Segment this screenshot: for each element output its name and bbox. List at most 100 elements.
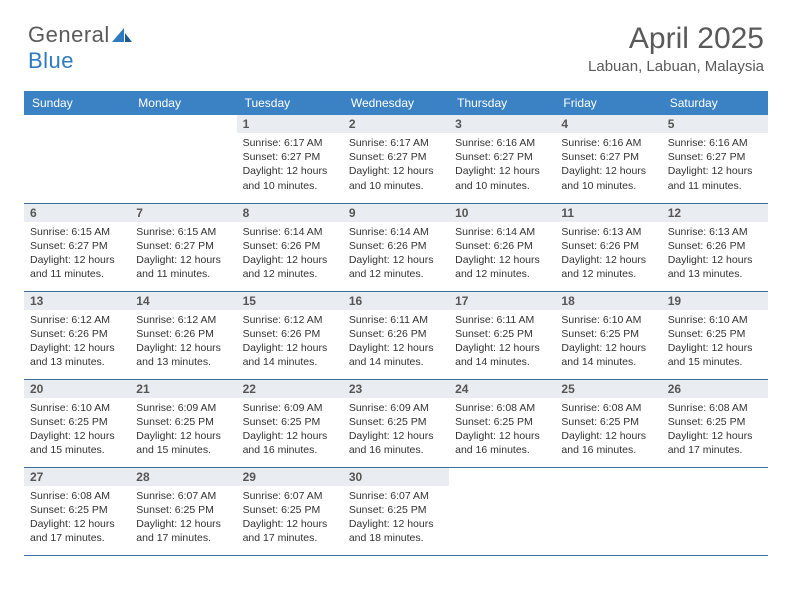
calendar-cell: 10Sunrise: 6:14 AMSunset: 6:26 PMDayligh…: [449, 203, 555, 291]
day-number: 17: [449, 292, 555, 310]
day-header: Friday: [555, 91, 661, 115]
day-number: 15: [237, 292, 343, 310]
day-info: Sunrise: 6:11 AMSunset: 6:26 PMDaylight:…: [343, 310, 449, 374]
sail-icon: [112, 22, 132, 48]
calendar-week-row: 20Sunrise: 6:10 AMSunset: 6:25 PMDayligh…: [24, 379, 768, 467]
day-number: 13: [24, 292, 130, 310]
calendar-cell: 1Sunrise: 6:17 AMSunset: 6:27 PMDaylight…: [237, 115, 343, 203]
day-info: Sunrise: 6:07 AMSunset: 6:25 PMDaylight:…: [130, 486, 236, 550]
day-info: Sunrise: 6:10 AMSunset: 6:25 PMDaylight:…: [24, 398, 130, 462]
day-number: 10: [449, 204, 555, 222]
day-info: Sunrise: 6:08 AMSunset: 6:25 PMDaylight:…: [24, 486, 130, 550]
calendar-cell: 19Sunrise: 6:10 AMSunset: 6:25 PMDayligh…: [662, 291, 768, 379]
calendar-cell: 29Sunrise: 6:07 AMSunset: 6:25 PMDayligh…: [237, 467, 343, 555]
day-header: Sunday: [24, 91, 130, 115]
calendar-cell: 2Sunrise: 6:17 AMSunset: 6:27 PMDaylight…: [343, 115, 449, 203]
calendar-cell-empty: [24, 115, 130, 203]
calendar-cell: 8Sunrise: 6:14 AMSunset: 6:26 PMDaylight…: [237, 203, 343, 291]
day-header: Tuesday: [237, 91, 343, 115]
day-header: Thursday: [449, 91, 555, 115]
day-info: Sunrise: 6:15 AMSunset: 6:27 PMDaylight:…: [130, 222, 236, 286]
brand-logo: General Blue: [28, 22, 132, 74]
day-info: Sunrise: 6:13 AMSunset: 6:26 PMDaylight:…: [555, 222, 661, 286]
calendar-table: SundayMondayTuesdayWednesdayThursdayFrid…: [24, 91, 768, 556]
day-info: Sunrise: 6:12 AMSunset: 6:26 PMDaylight:…: [237, 310, 343, 374]
calendar-cell-empty: [449, 467, 555, 555]
day-number: 23: [343, 380, 449, 398]
day-number: 28: [130, 468, 236, 486]
day-number: 9: [343, 204, 449, 222]
day-info: Sunrise: 6:14 AMSunset: 6:26 PMDaylight:…: [237, 222, 343, 286]
day-info: Sunrise: 6:09 AMSunset: 6:25 PMDaylight:…: [237, 398, 343, 462]
calendar-cell: 28Sunrise: 6:07 AMSunset: 6:25 PMDayligh…: [130, 467, 236, 555]
day-info: Sunrise: 6:14 AMSunset: 6:26 PMDaylight:…: [343, 222, 449, 286]
day-info: Sunrise: 6:08 AMSunset: 6:25 PMDaylight:…: [555, 398, 661, 462]
day-info: Sunrise: 6:08 AMSunset: 6:25 PMDaylight:…: [662, 398, 768, 462]
day-info: Sunrise: 6:17 AMSunset: 6:27 PMDaylight:…: [343, 133, 449, 197]
day-number: 19: [662, 292, 768, 310]
day-info: Sunrise: 6:10 AMSunset: 6:25 PMDaylight:…: [555, 310, 661, 374]
brand-name: General Blue: [28, 22, 132, 74]
day-info: Sunrise: 6:10 AMSunset: 6:25 PMDaylight:…: [662, 310, 768, 374]
day-info: Sunrise: 6:09 AMSunset: 6:25 PMDaylight:…: [343, 398, 449, 462]
day-number: 25: [555, 380, 661, 398]
calendar-body: 1Sunrise: 6:17 AMSunset: 6:27 PMDaylight…: [24, 115, 768, 555]
day-number: 7: [130, 204, 236, 222]
day-number: 21: [130, 380, 236, 398]
day-info: Sunrise: 6:17 AMSunset: 6:27 PMDaylight:…: [237, 133, 343, 197]
brand-name-b: Blue: [28, 48, 74, 73]
calendar-cell: 20Sunrise: 6:10 AMSunset: 6:25 PMDayligh…: [24, 379, 130, 467]
day-number: 24: [449, 380, 555, 398]
calendar-cell: 9Sunrise: 6:14 AMSunset: 6:26 PMDaylight…: [343, 203, 449, 291]
calendar-cell: 13Sunrise: 6:12 AMSunset: 6:26 PMDayligh…: [24, 291, 130, 379]
day-info: Sunrise: 6:12 AMSunset: 6:26 PMDaylight:…: [130, 310, 236, 374]
day-info: Sunrise: 6:12 AMSunset: 6:26 PMDaylight:…: [24, 310, 130, 374]
calendar-cell-empty: [662, 467, 768, 555]
calendar-week-row: 13Sunrise: 6:12 AMSunset: 6:26 PMDayligh…: [24, 291, 768, 379]
day-number: 14: [130, 292, 236, 310]
calendar-header-row: SundayMondayTuesdayWednesdayThursdayFrid…: [24, 91, 768, 115]
calendar-cell: 16Sunrise: 6:11 AMSunset: 6:26 PMDayligh…: [343, 291, 449, 379]
calendar-week-row: 27Sunrise: 6:08 AMSunset: 6:25 PMDayligh…: [24, 467, 768, 555]
day-info: Sunrise: 6:11 AMSunset: 6:25 PMDaylight:…: [449, 310, 555, 374]
day-number: 3: [449, 115, 555, 133]
brand-name-a: General: [28, 22, 110, 47]
day-header: Monday: [130, 91, 236, 115]
day-number: 2: [343, 115, 449, 133]
day-info: Sunrise: 6:16 AMSunset: 6:27 PMDaylight:…: [555, 133, 661, 197]
calendar-cell: 25Sunrise: 6:08 AMSunset: 6:25 PMDayligh…: [555, 379, 661, 467]
calendar-cell: 26Sunrise: 6:08 AMSunset: 6:25 PMDayligh…: [662, 379, 768, 467]
calendar-cell: 17Sunrise: 6:11 AMSunset: 6:25 PMDayligh…: [449, 291, 555, 379]
calendar-cell: 6Sunrise: 6:15 AMSunset: 6:27 PMDaylight…: [24, 203, 130, 291]
calendar-week-row: 6Sunrise: 6:15 AMSunset: 6:27 PMDaylight…: [24, 203, 768, 291]
day-number: 20: [24, 380, 130, 398]
day-number: 29: [237, 468, 343, 486]
day-info: Sunrise: 6:07 AMSunset: 6:25 PMDaylight:…: [237, 486, 343, 550]
day-info: Sunrise: 6:09 AMSunset: 6:25 PMDaylight:…: [130, 398, 236, 462]
day-number: 4: [555, 115, 661, 133]
day-number: 16: [343, 292, 449, 310]
day-info: Sunrise: 6:16 AMSunset: 6:27 PMDaylight:…: [449, 133, 555, 197]
day-number: 30: [343, 468, 449, 486]
calendar-week-row: 1Sunrise: 6:17 AMSunset: 6:27 PMDaylight…: [24, 115, 768, 203]
day-info: Sunrise: 6:07 AMSunset: 6:25 PMDaylight:…: [343, 486, 449, 550]
calendar-cell: 24Sunrise: 6:08 AMSunset: 6:25 PMDayligh…: [449, 379, 555, 467]
day-number: 18: [555, 292, 661, 310]
calendar-cell: 4Sunrise: 6:16 AMSunset: 6:27 PMDaylight…: [555, 115, 661, 203]
calendar-cell: 15Sunrise: 6:12 AMSunset: 6:26 PMDayligh…: [237, 291, 343, 379]
calendar-cell: 30Sunrise: 6:07 AMSunset: 6:25 PMDayligh…: [343, 467, 449, 555]
day-info: Sunrise: 6:16 AMSunset: 6:27 PMDaylight:…: [662, 133, 768, 197]
title-block: April 2025 Labuan, Labuan, Malaysia: [588, 22, 764, 75]
header: General Blue April 2025 Labuan, Labuan, …: [0, 0, 792, 83]
day-number: 5: [662, 115, 768, 133]
day-number: 27: [24, 468, 130, 486]
calendar-cell: 22Sunrise: 6:09 AMSunset: 6:25 PMDayligh…: [237, 379, 343, 467]
day-info: Sunrise: 6:13 AMSunset: 6:26 PMDaylight:…: [662, 222, 768, 286]
calendar-cell-empty: [555, 467, 661, 555]
calendar-cell: 27Sunrise: 6:08 AMSunset: 6:25 PMDayligh…: [24, 467, 130, 555]
day-number: 6: [24, 204, 130, 222]
day-number: 11: [555, 204, 661, 222]
day-number: 8: [237, 204, 343, 222]
calendar-cell: 18Sunrise: 6:10 AMSunset: 6:25 PMDayligh…: [555, 291, 661, 379]
calendar-cell: 3Sunrise: 6:16 AMSunset: 6:27 PMDaylight…: [449, 115, 555, 203]
